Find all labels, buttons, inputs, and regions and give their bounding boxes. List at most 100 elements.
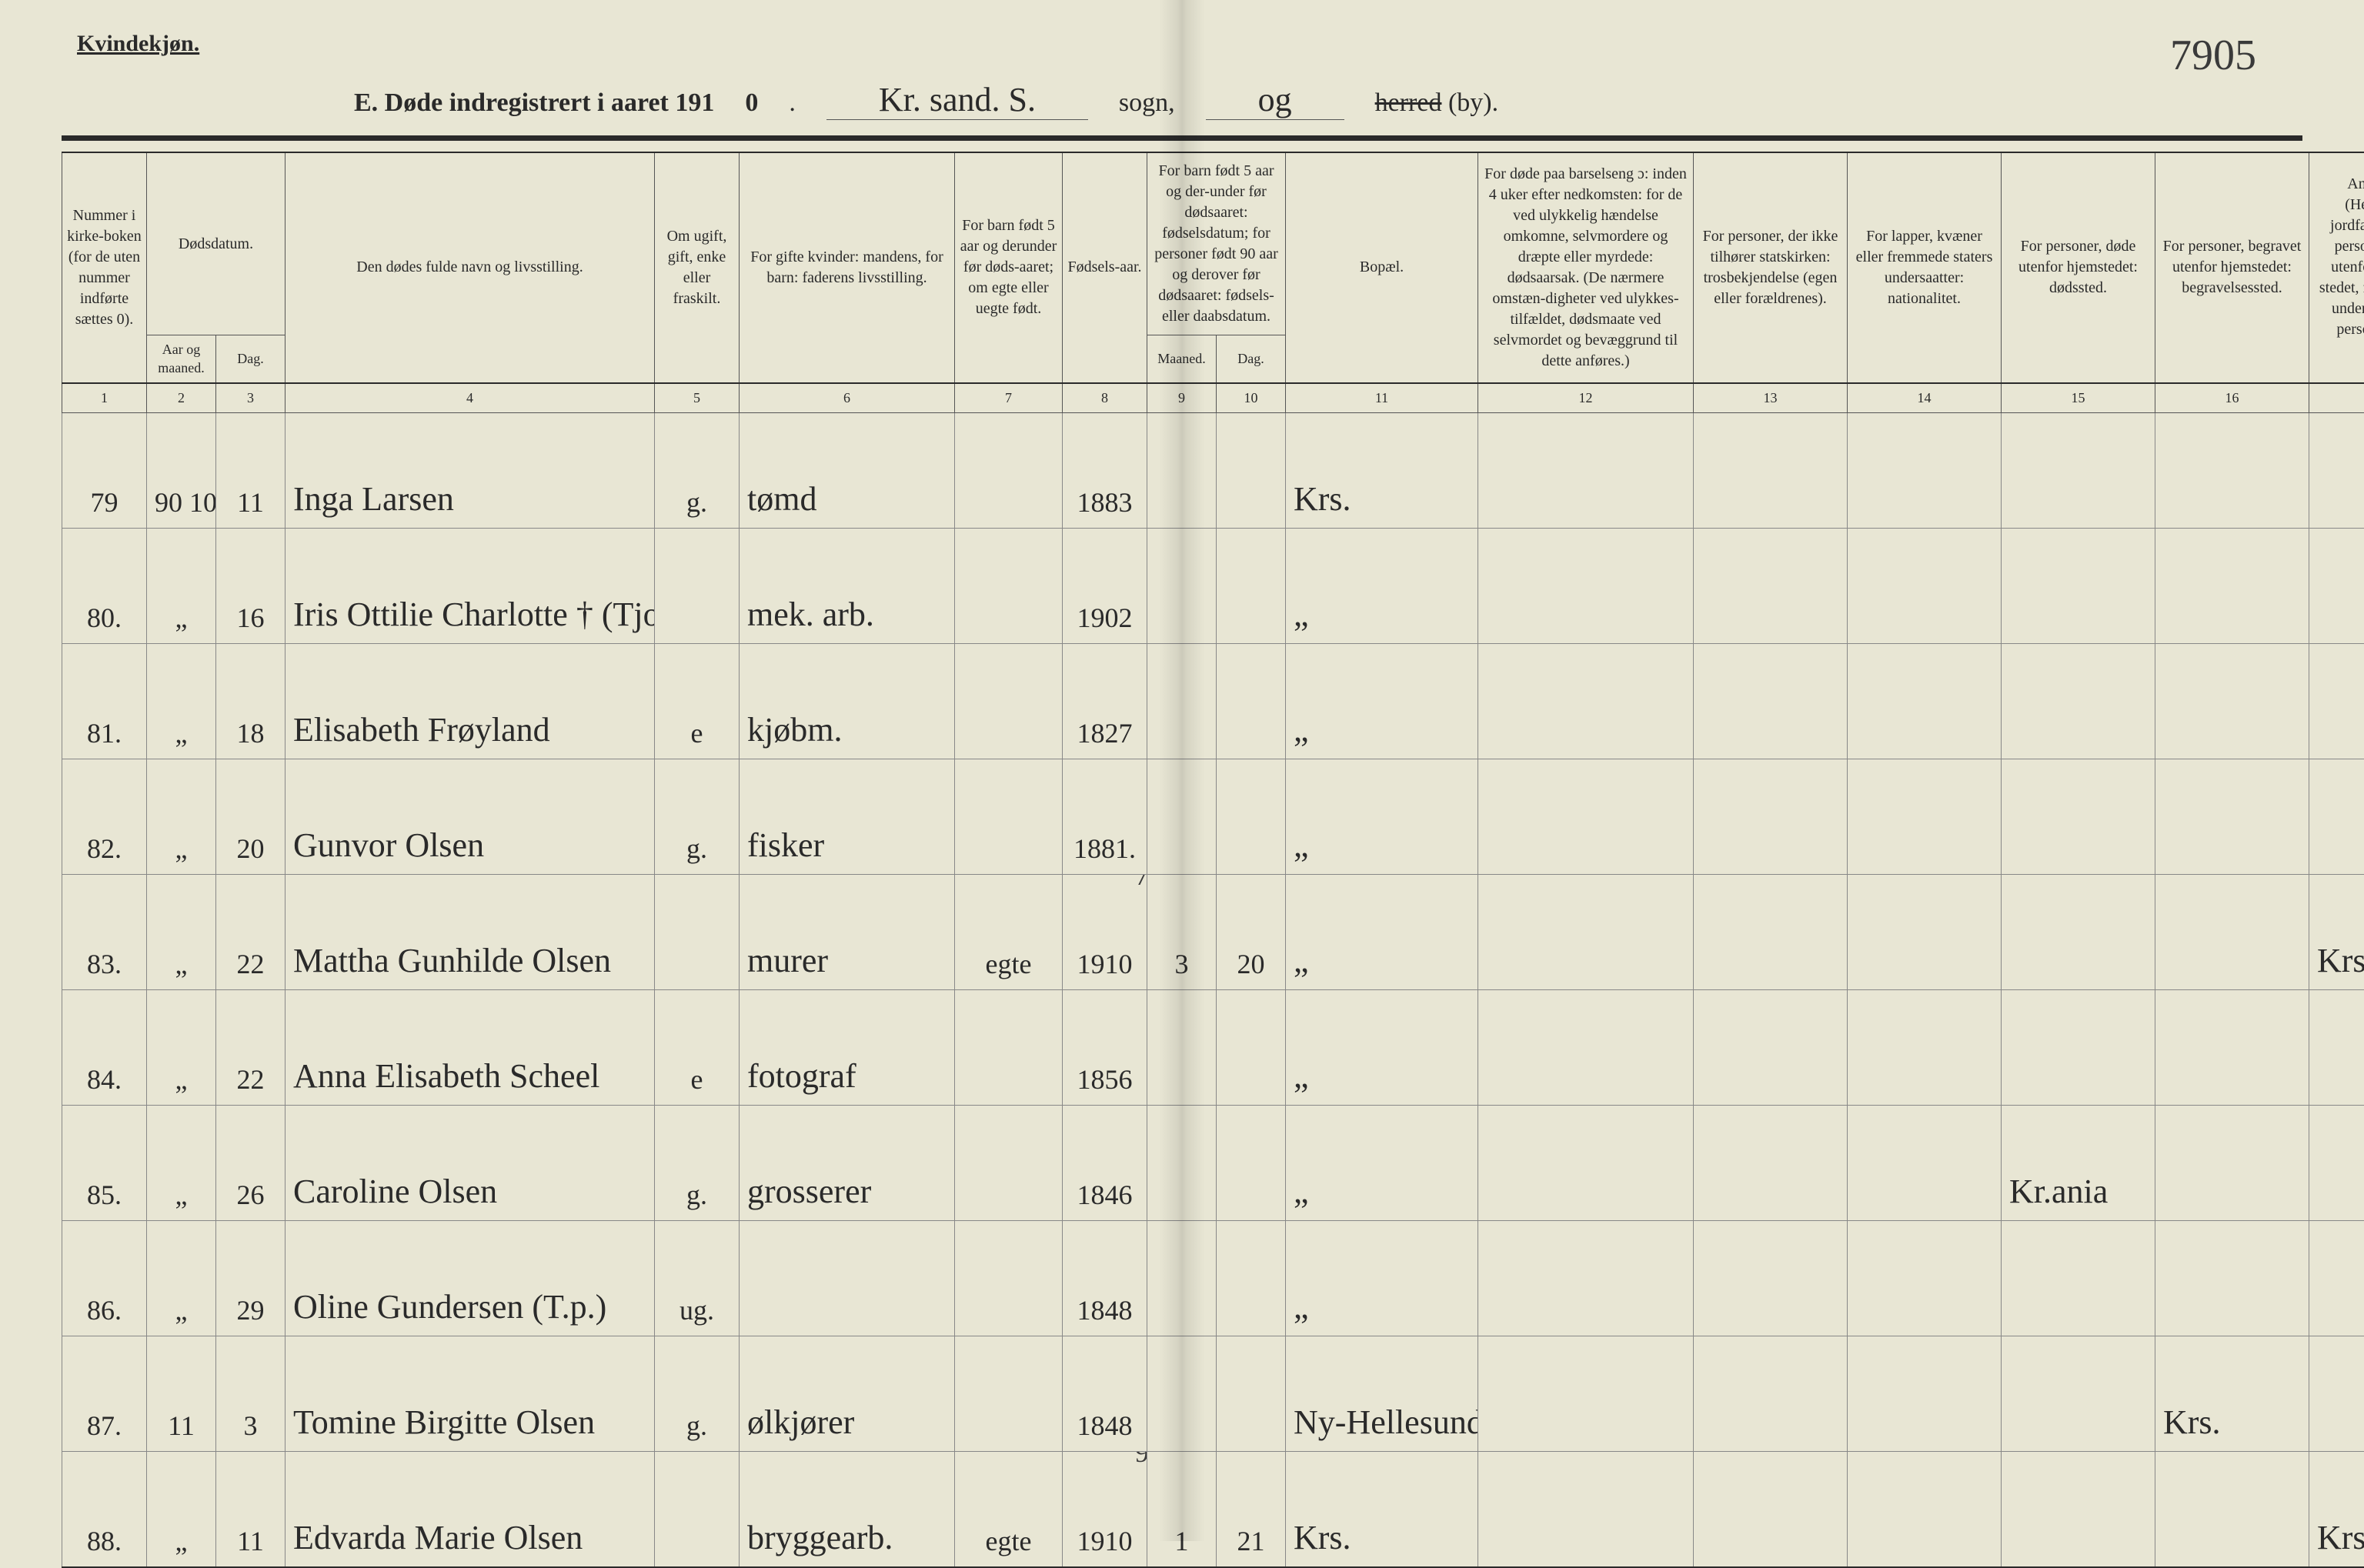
cell-c17: Krs. [2309, 875, 2364, 990]
cell-c17 [2309, 1336, 2364, 1452]
herred-by: herred (by). [1375, 88, 1498, 118]
colnum-cell: 2 [147, 384, 216, 413]
colnum-cell: 1 [62, 384, 147, 413]
cell-bopael: „ [1286, 1221, 1478, 1336]
cell-stand [655, 875, 740, 990]
cell-c13 [1694, 529, 1848, 644]
cell-faar: 1883 [1063, 413, 1147, 529]
margin-note: 9 m [1135, 1452, 1147, 1470]
cell-c14 [1848, 1452, 2002, 1567]
cell-c12 [1478, 413, 1694, 529]
cell-aar: „ [147, 529, 216, 644]
cell-num: 81. [62, 644, 147, 759]
cell-egte: egte [955, 875, 1063, 990]
cell-fmnd [1147, 644, 1217, 759]
cell-bopael: „ [1286, 1106, 1478, 1221]
cell-aar: 11 [147, 1336, 216, 1452]
cell-faar: 19109 m [1063, 1452, 1147, 1567]
cell-navn: Caroline Olsen [285, 1106, 655, 1221]
cell-faar: 1881. [1063, 759, 1147, 875]
cell-navn: Gunvor Olsen [285, 759, 655, 875]
cell-faar: 19107 m [1063, 875, 1147, 990]
hdr-c13: For personer, der ikke tilhører statskir… [1694, 152, 1848, 383]
cell-navn: Iris Ottilie Charlotte † (Tjomsaas) [285, 529, 655, 644]
cell-yrke: murer [740, 875, 955, 990]
colnum-cell: 9 [1147, 384, 1217, 413]
cell-c14 [1848, 990, 2002, 1106]
hdr-c7: For barn født 5 aar og derunder før døds… [955, 152, 1063, 383]
hdr-c1: Nummer i kirke-boken (for de uten nummer… [62, 152, 147, 383]
cell-stand [655, 1452, 740, 1567]
cell-fmnd [1147, 1336, 1217, 1452]
cell-aar: „ [147, 1452, 216, 1567]
cell-egte [955, 1336, 1063, 1452]
cell-dag: 11 [216, 1452, 285, 1567]
cell-c14 [1848, 1336, 2002, 1452]
table-row: 7990 1011Inga Larseng.tømd1883Krs. [62, 413, 2364, 529]
cell-yrke: fotograf [740, 990, 955, 1106]
by-label: (by). [1448, 88, 1498, 117]
cell-faar: 1827 [1063, 644, 1147, 759]
cell-fdag: 20 [1217, 875, 1286, 990]
cell-c14 [1848, 413, 2002, 529]
table-row: 80.„16Iris Ottilie Charlotte † (Tjomsaas… [62, 529, 2364, 644]
margin-note: 7 m [1135, 875, 1147, 892]
cell-num: 85. [62, 1106, 147, 1221]
hdr-c4: Den dødes fulde navn og livsstilling. [285, 152, 655, 383]
cell-c14 [1848, 1106, 2002, 1221]
cell-aar: „ [147, 1106, 216, 1221]
cell-num: 83. [62, 875, 147, 990]
table-row: 82.„20Gunvor Olseng.fisker1881.„ [62, 759, 2364, 875]
cell-fmnd: 1 [1147, 1452, 1217, 1567]
cell-c12 [1478, 1221, 1694, 1336]
cell-egte [955, 1106, 1063, 1221]
cell-c17 [2309, 990, 2364, 1106]
cell-num: 82. [62, 759, 147, 875]
cell-c12 [1478, 759, 1694, 875]
cell-num: 84. [62, 990, 147, 1106]
cell-yrke: mek. arb. [740, 529, 955, 644]
hdr-c9: Maaned. [1147, 335, 1217, 383]
cell-stand: g. [655, 1336, 740, 1452]
cell-c15 [2002, 644, 2155, 759]
cell-navn: Edvarda Marie Olsen [285, 1452, 655, 1567]
cell-fmnd [1147, 413, 1217, 529]
hdr-c3: Dag. [216, 335, 285, 383]
hdr-c15: For personer, døde utenfor hjemstedet: d… [2002, 152, 2155, 383]
cell-c13 [1694, 1452, 1848, 1567]
cell-c17 [2309, 529, 2364, 644]
cell-c16 [2155, 529, 2309, 644]
cell-aar: „ [147, 875, 216, 990]
cell-fdag [1217, 1106, 1286, 1221]
cell-faar: 1848 [1063, 1221, 1147, 1336]
cell-c17 [2309, 413, 2364, 529]
top-double-rule [62, 135, 2302, 141]
hdr-c2: Aar og maaned. [147, 335, 216, 383]
cell-dag: 29 [216, 1221, 285, 1336]
title-year: 0 [745, 88, 758, 118]
cell-fdag: 21 [1217, 1452, 1286, 1567]
hdr-c8: Fødsels-aar. [1063, 152, 1147, 383]
cell-navn: Elisabeth Frøyland [285, 644, 655, 759]
cell-num: 80. [62, 529, 147, 644]
district-handwritten: og [1206, 80, 1344, 120]
cell-stand: g. [655, 759, 740, 875]
cell-navn: Anna Elisabeth Scheel [285, 990, 655, 1106]
hdr-c16: For personer, begravet utenfor hjemstede… [2155, 152, 2309, 383]
cell-c15 [2002, 529, 2155, 644]
cell-c12 [1478, 875, 1694, 990]
cell-fmnd [1147, 1221, 1217, 1336]
cell-c13 [1694, 875, 1848, 990]
cell-num: 79 [62, 413, 147, 529]
cell-fmnd [1147, 759, 1217, 875]
cell-dag: 18 [216, 644, 285, 759]
cell-c13 [1694, 1221, 1848, 1336]
cell-faar: 1848 [1063, 1336, 1147, 1452]
colnum-cell: 11 [1286, 384, 1478, 413]
cell-faar: 1902 [1063, 529, 1147, 644]
colnum-cell: 7 [955, 384, 1063, 413]
cell-bopael: „ [1286, 759, 1478, 875]
table-row: 83.„22Mattha Gunhilde Olsenmureregte1910… [62, 875, 2364, 990]
cell-fmnd [1147, 1106, 1217, 1221]
colnum-cell: 15 [2002, 384, 2155, 413]
